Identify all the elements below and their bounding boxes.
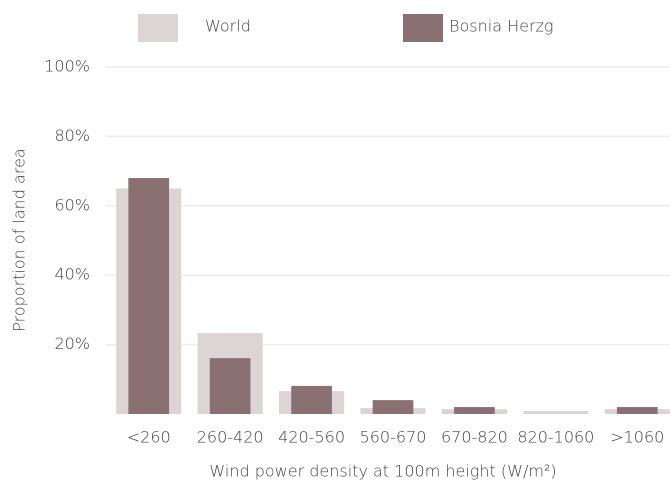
y-axis-label: Proportion of land area: [10, 148, 29, 331]
x-tick-label: 560-670: [360, 428, 427, 447]
x-tick-label: 670-820: [441, 428, 508, 447]
bar: [372, 400, 414, 414]
legend-label: Bosnia Herzg: [449, 17, 554, 36]
x-tick-label: 260-420: [197, 428, 264, 447]
bar: [523, 410, 589, 414]
y-tick-label: 60%: [54, 195, 90, 214]
bar: [454, 407, 495, 414]
x-axis-label: Wind power density at 100m height (W/m²): [209, 462, 556, 481]
y-tick-label: 80%: [54, 126, 90, 145]
y-tick-label: 100%: [44, 57, 90, 76]
bar: [616, 407, 658, 414]
legend-label: World: [205, 17, 251, 36]
bar: [128, 178, 170, 414]
x-tick-label: >1060: [610, 428, 664, 447]
legend-swatch: [138, 14, 178, 42]
y-tick-label: 40%: [54, 265, 90, 284]
x-tick-label: <260: [127, 428, 171, 447]
bar: [291, 385, 332, 414]
legend-swatch: [403, 14, 443, 42]
bar: [209, 358, 251, 414]
y-tick-label: 20%: [54, 334, 90, 353]
x-tick-label: 820-1060: [517, 428, 594, 447]
x-tick-label: 420-560: [278, 428, 345, 447]
